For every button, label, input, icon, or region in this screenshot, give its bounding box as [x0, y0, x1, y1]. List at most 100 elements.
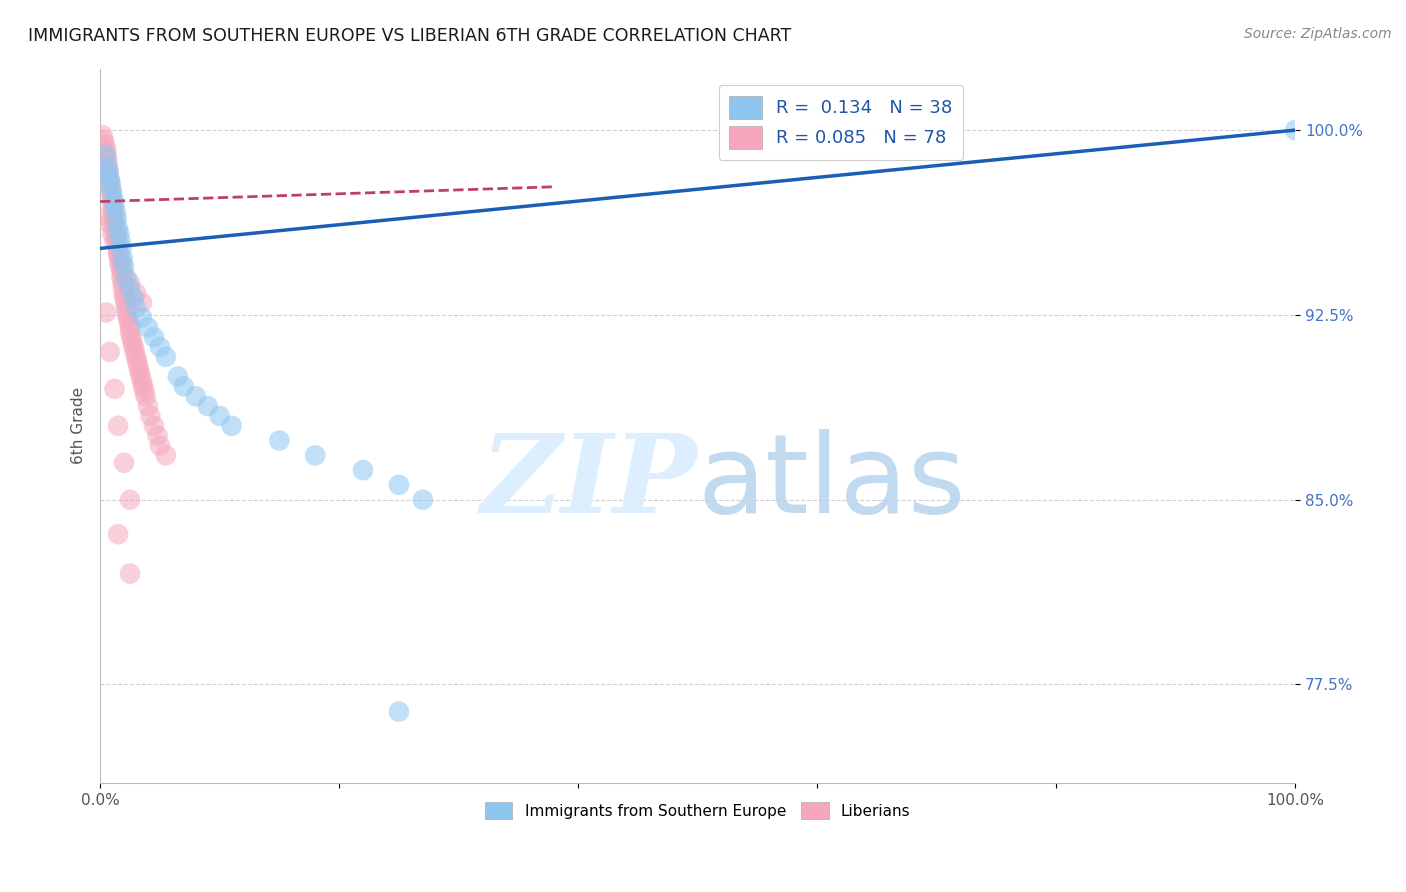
- Point: [94, 305, 117, 319]
- Point: [128, 365, 150, 379]
- Point: [121, 334, 143, 349]
- Point: [112, 285, 135, 300]
- Point: [117, 310, 139, 325]
- Point: [110, 261, 132, 276]
- Point: [107, 246, 129, 260]
- Point: [107, 246, 129, 260]
- Point: [131, 295, 153, 310]
- Point: [118, 566, 141, 581]
- Point: [127, 355, 149, 369]
- Point: [112, 456, 135, 470]
- Point: [107, 221, 129, 235]
- Text: Source: ZipAtlas.com: Source: ZipAtlas.com: [1244, 27, 1392, 41]
- Point: [101, 197, 124, 211]
- Point: [125, 350, 148, 364]
- Point: [352, 463, 374, 477]
- Point: [98, 217, 121, 231]
- Point: [103, 382, 125, 396]
- Point: [122, 340, 145, 354]
- Point: [149, 438, 172, 452]
- Point: [111, 256, 134, 270]
- Point: [100, 187, 122, 202]
- Point: [108, 256, 131, 270]
- Point: [96, 158, 118, 172]
- Point: [111, 271, 134, 285]
- Point: [118, 320, 141, 334]
- Point: [155, 350, 177, 364]
- Point: [103, 207, 125, 221]
- Point: [155, 448, 177, 462]
- Legend: Immigrants from Southern Europe, Liberians: Immigrants from Southern Europe, Liberia…: [478, 796, 917, 825]
- Point: [111, 276, 134, 290]
- Point: [111, 241, 134, 255]
- Point: [412, 492, 434, 507]
- Point: [135, 389, 157, 403]
- Point: [120, 330, 142, 344]
- Point: [136, 399, 159, 413]
- Point: [388, 478, 411, 492]
- Y-axis label: 6th Grade: 6th Grade: [72, 387, 86, 465]
- Point: [101, 192, 124, 206]
- Point: [98, 172, 121, 186]
- Point: [104, 204, 127, 219]
- Point: [115, 301, 138, 315]
- Point: [111, 266, 134, 280]
- Point: [104, 221, 127, 235]
- Point: [388, 705, 411, 719]
- Point: [96, 210, 118, 224]
- Point: [100, 182, 122, 196]
- Point: [105, 231, 128, 245]
- Point: [103, 217, 125, 231]
- Point: [98, 172, 121, 186]
- Text: IMMIGRANTS FROM SOUTHERN EUROPE VS LIBERIAN 6TH GRADE CORRELATION CHART: IMMIGRANTS FROM SOUTHERN EUROPE VS LIBER…: [28, 27, 792, 45]
- Point: [115, 305, 138, 319]
- Point: [132, 379, 155, 393]
- Point: [103, 202, 125, 216]
- Point: [166, 369, 188, 384]
- Point: [94, 137, 117, 152]
- Point: [173, 379, 195, 393]
- Point: [149, 340, 172, 354]
- Point: [118, 281, 141, 295]
- Point: [146, 428, 169, 442]
- Point: [101, 227, 124, 241]
- Point: [118, 315, 141, 329]
- Point: [91, 128, 114, 142]
- Point: [118, 325, 141, 339]
- Point: [221, 418, 243, 433]
- Point: [139, 409, 162, 423]
- Point: [94, 143, 117, 157]
- Point: [101, 185, 124, 199]
- Point: [97, 162, 120, 177]
- Point: [136, 320, 159, 334]
- Point: [93, 133, 115, 147]
- Point: [127, 359, 149, 374]
- Point: [96, 153, 118, 167]
- Point: [115, 271, 138, 285]
- Point: [142, 418, 165, 433]
- Point: [124, 344, 146, 359]
- Point: [122, 291, 145, 305]
- Point: [1284, 123, 1306, 137]
- Point: [108, 227, 131, 241]
- Point: [105, 211, 128, 226]
- Point: [97, 168, 120, 182]
- Point: [142, 330, 165, 344]
- Point: [98, 178, 121, 192]
- Point: [108, 252, 131, 266]
- Point: [107, 527, 129, 541]
- Point: [111, 252, 134, 266]
- Point: [129, 369, 152, 384]
- Text: atlas: atlas: [697, 429, 966, 536]
- Point: [103, 197, 125, 211]
- Point: [125, 285, 148, 300]
- Text: ZIP: ZIP: [481, 429, 697, 537]
- Point: [97, 165, 120, 179]
- Point: [112, 291, 135, 305]
- Point: [125, 301, 148, 315]
- Point: [112, 259, 135, 273]
- Point: [269, 434, 291, 448]
- Point: [131, 375, 153, 389]
- Point: [94, 147, 117, 161]
- Point: [107, 241, 129, 255]
